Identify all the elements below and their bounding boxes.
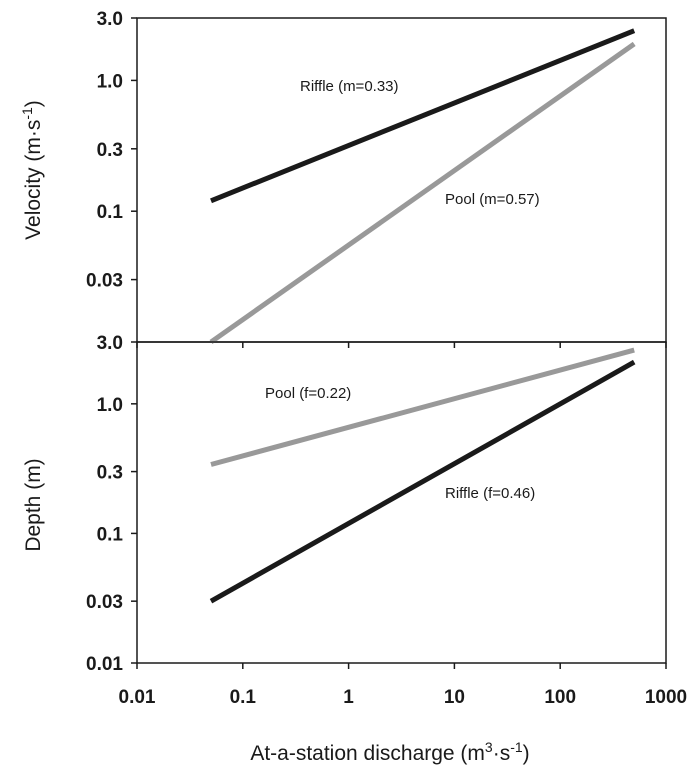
- y-tick-label-bottom: 0.3: [97, 463, 123, 484]
- series-line-bottom-1: [209, 359, 636, 604]
- series-label-pool-depth: Pool (f=0.22): [265, 385, 351, 402]
- y-tick-label-top: 0.1: [97, 202, 124, 223]
- depth-axis-title: Depth (m): [22, 458, 45, 551]
- series-label-riffle-velocity: Riffle (m=0.33): [300, 78, 399, 95]
- plot-frame-bottom: [136, 341, 667, 664]
- y-tick-label-top: 0.3: [97, 140, 123, 161]
- series-label-pool-velocity: Pool (m=0.57): [445, 191, 540, 208]
- velocity-panel: 0.03 0.1 0.3 1.0 3.0: [86, 9, 667, 348]
- y-tick-label-bottom: 0.1: [97, 524, 124, 545]
- plot-frame-top: [136, 17, 667, 343]
- series-label-riffle-depth: Riffle (f=0.46): [445, 485, 535, 502]
- y-tick-label-bottom: 0.01: [86, 654, 123, 675]
- discharge-axis-title: At-a-station discharge (m3·s-1): [250, 739, 529, 765]
- y-tick-label-bottom: 1.0: [97, 395, 123, 416]
- y-tick-label-top: 3.0: [97, 9, 123, 30]
- velocity-axis-title: Velocity (m·s-1): [19, 100, 45, 240]
- series-line-top-1: [209, 41, 636, 345]
- y-tick-label-bottom: 0.03: [86, 592, 123, 613]
- depth-panel: 0.01 0.03 0.1 0.3 1.0 3.0 0.01 0.1 1 10 100 1000: [86, 333, 687, 708]
- x-tick-label: 100: [544, 687, 576, 708]
- y-tick-label-top: 1.0: [97, 71, 123, 92]
- series-line-bottom-0: [210, 347, 635, 467]
- series-line-top-0: [210, 28, 636, 204]
- x-tick-label: 10: [444, 687, 465, 708]
- x-tick-label: 0.1: [230, 687, 257, 708]
- y-tick-label-top: 0.03: [86, 271, 123, 292]
- x-tick-label: 0.01: [119, 687, 156, 708]
- x-tick-label: 1000: [645, 687, 687, 708]
- x-tick-label: 1: [343, 687, 354, 708]
- y-tick-label-bottom: 3.0: [97, 333, 123, 354]
